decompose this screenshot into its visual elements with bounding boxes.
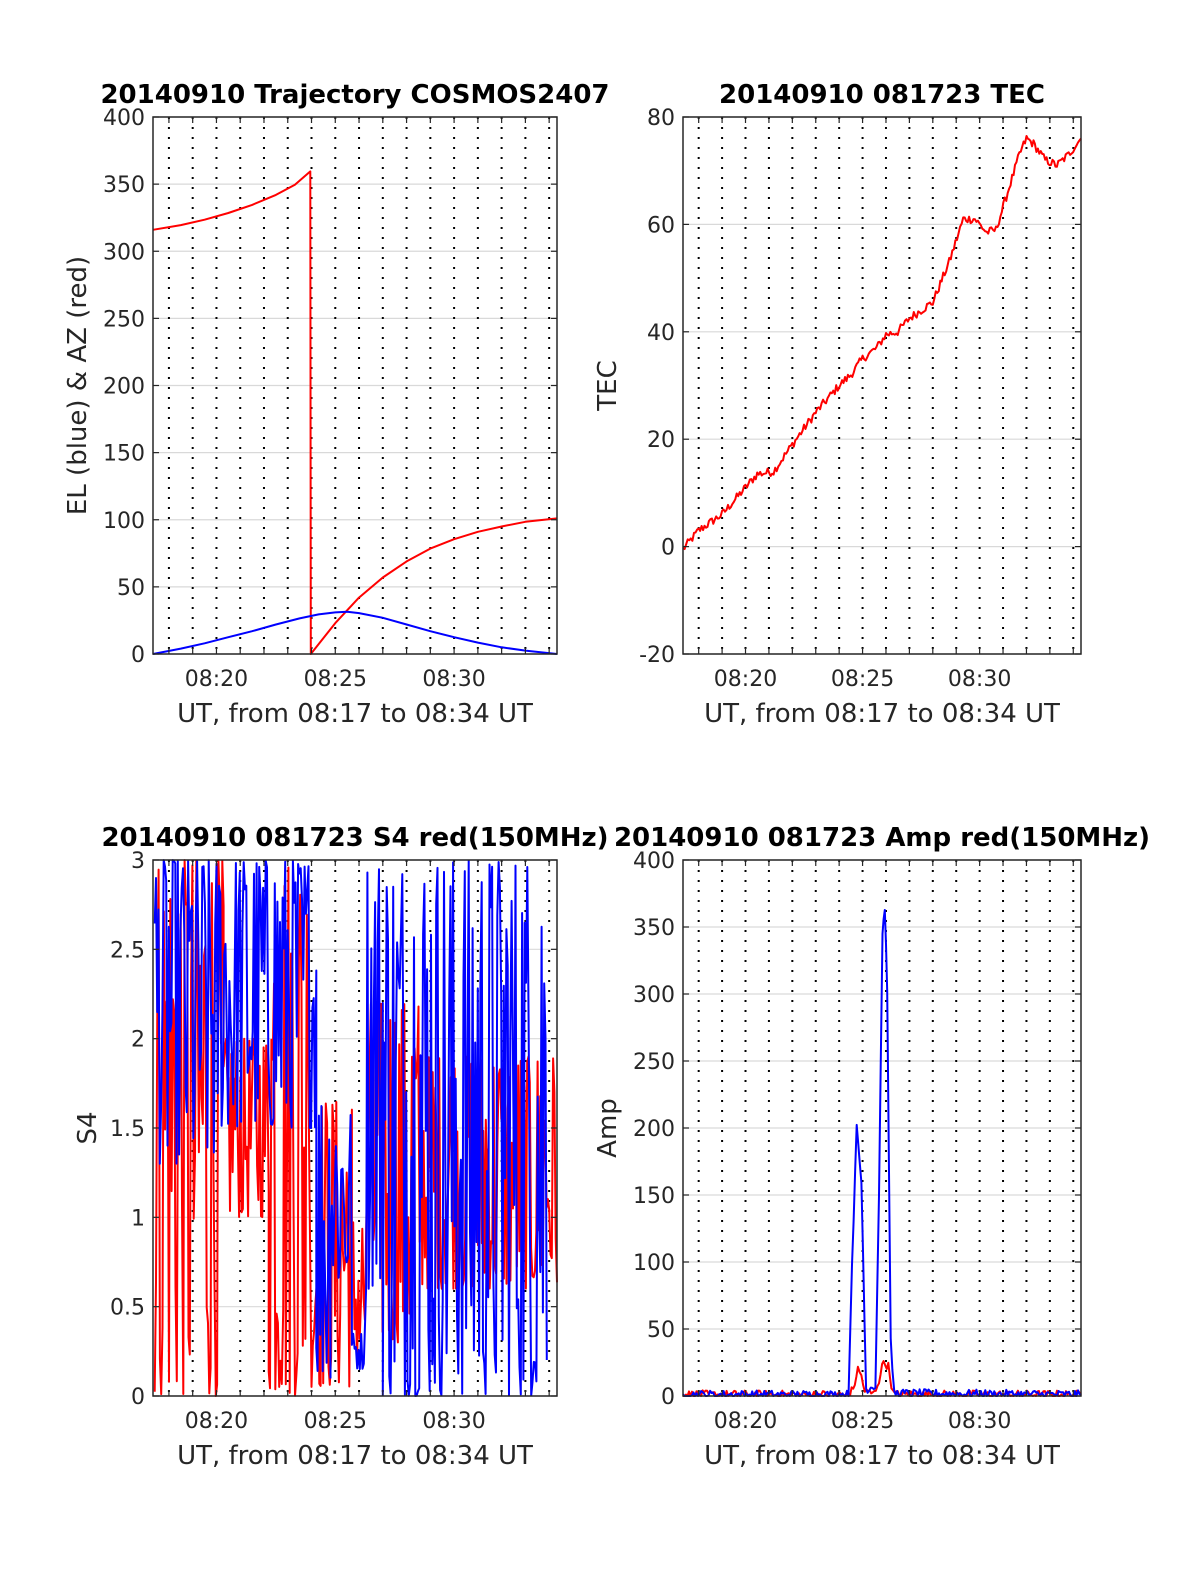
y-tick-label: 150 (103, 442, 145, 467)
x-tick-label: 08:25 (304, 1409, 367, 1434)
y-tick-label: 350 (633, 916, 675, 941)
x-tick-label: 08:25 (304, 667, 367, 692)
y-tick-label: 20 (647, 428, 675, 453)
y-tick-label: 40 (647, 321, 675, 346)
x-axis-label: UT, from 08:17 to 08:34 UT (177, 699, 533, 729)
y-tick-label: 0 (131, 643, 145, 668)
y-tick-label: 1.5 (110, 1117, 145, 1142)
y-tick-label: 400 (633, 849, 675, 874)
y-tick-label: 0.5 (110, 1296, 145, 1321)
x-tick-label: 08:20 (185, 667, 248, 692)
y-tick-label: 300 (633, 983, 675, 1008)
y-tick-label: 100 (103, 509, 145, 534)
x-tick-label: 08:30 (948, 667, 1011, 692)
x-tick-label: 08:30 (948, 1409, 1011, 1434)
y-tick-label: 50 (647, 1318, 675, 1343)
y-tick-label: 100 (633, 1251, 675, 1276)
y-tick-label: 2 (131, 1028, 145, 1053)
y-tick-label: 200 (633, 1117, 675, 1142)
y-axis-label: S4 (73, 1111, 103, 1144)
y-axis-label: EL (blue) & AZ (red) (63, 256, 93, 515)
y-tick-label: 350 (103, 173, 145, 198)
y-tick-label: 300 (103, 240, 145, 265)
y-tick-label: -20 (639, 643, 675, 668)
y-tick-label: 250 (633, 1050, 675, 1075)
x-axis-label: UT, from 08:17 to 08:34 UT (177, 1441, 533, 1471)
y-axis-label: Amp (593, 1098, 623, 1158)
x-tick-label: 08:20 (714, 667, 777, 692)
panel-s4: 0 0.5 1 1.5 2 2.5 3 08:20 08:25 08:30 UT, from 08:… (73, 823, 609, 1471)
series-line (153, 859, 548, 1397)
series-line (152, 610, 558, 655)
y-tick-label: 400 (103, 106, 145, 131)
axes-box (682, 116, 1082, 655)
y-tick-label: 0 (661, 1385, 675, 1410)
y-tick-label: 80 (647, 106, 675, 131)
x-tick-label: 08:20 (185, 1409, 248, 1434)
chart-title: 20140910 081723 Amp red(150MHz) (614, 823, 1150, 853)
y-tick-label: 1 (131, 1206, 145, 1231)
y-tick-label: 60 (647, 213, 675, 238)
x-tick-label: 08:25 (831, 667, 894, 692)
chart-title: 20140910 081723 S4 red(150MHz) (101, 823, 608, 853)
panel-tec: -20 0 20 40 60 80 08:20 08:25 08:30 UT, from 08:1… (593, 80, 1082, 729)
chart-title: 20140910 Trajectory COSMOS2407 (100, 80, 609, 110)
series-line (152, 170, 558, 655)
y-tick-label: 2.5 (110, 938, 145, 963)
chart-title: 20140910 081723 TEC (719, 80, 1045, 110)
x-tick-label: 08:25 (831, 1409, 894, 1434)
y-tick-label: 50 (117, 576, 145, 601)
series-line (153, 859, 558, 1397)
y-tick-label: 0 (661, 536, 675, 561)
y-tick-label: 150 (633, 1184, 675, 1209)
x-tick-label: 08:30 (422, 667, 485, 692)
y-tick-label: 3 (131, 849, 145, 874)
series-line (682, 135, 1082, 551)
panel-amp: 0 50 100 150 200 250 300 350 400 08:20 08:25 08:30 U… (593, 823, 1150, 1471)
x-tick-label: 08:20 (714, 1409, 777, 1434)
panel-trajectory: 0 50 100 150 200 250 300 350 400 08:20 08:25 08:30 U… (63, 80, 610, 729)
x-axis-label: UT, from 08:17 to 08:34 UT (704, 699, 1060, 729)
series-line (682, 909, 1082, 1397)
x-axis-label: UT, from 08:17 to 08:34 UT (704, 1441, 1060, 1471)
y-axis-label: TEC (593, 360, 623, 411)
y-tick-label: 0 (131, 1385, 145, 1410)
x-tick-label: 08:30 (422, 1409, 485, 1434)
y-tick-label: 250 (103, 307, 145, 332)
y-tick-label: 200 (103, 375, 145, 400)
